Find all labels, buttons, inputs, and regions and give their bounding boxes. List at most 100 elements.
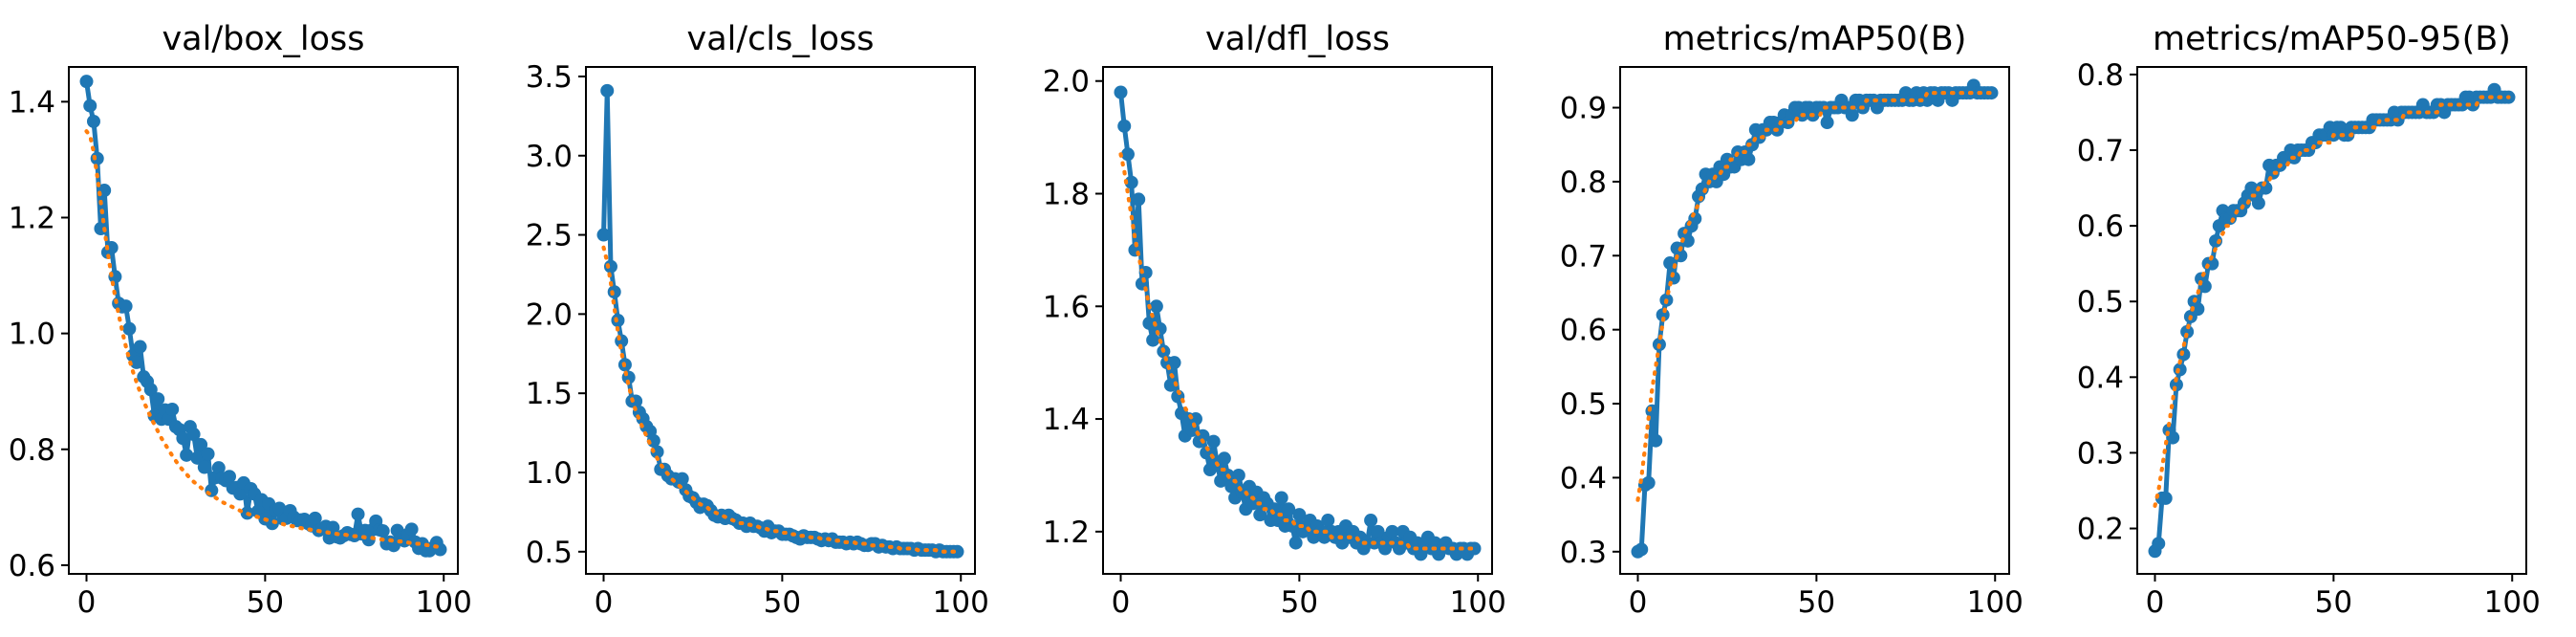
data-point (119, 299, 133, 314)
data-point (205, 483, 219, 497)
data-point (201, 447, 215, 461)
data-point (2173, 362, 2187, 377)
y-tick-label: 3.0 (526, 140, 573, 174)
data-point (2158, 491, 2173, 505)
y-tick-label: 0.5 (1560, 387, 1607, 422)
x-tick-label: 100 (1967, 585, 2024, 620)
plot-area (79, 75, 447, 558)
data-point (86, 114, 100, 128)
y-tick-label: 0.7 (2077, 134, 2124, 168)
y-tick-label: 0.4 (1560, 461, 1607, 495)
data-point (1167, 356, 1181, 370)
data-point (90, 151, 104, 165)
series-line-smooth-overlay (2153, 95, 2511, 508)
data-point (376, 524, 390, 538)
axes-frame (1102, 66, 1493, 575)
y-tick-label: 2.0 (526, 297, 573, 332)
x-tick-label: 50 (1281, 585, 1318, 620)
y-tick-label: 0.7 (1560, 239, 1607, 274)
data-point (2251, 196, 2265, 210)
data-point (596, 228, 611, 242)
data-point (1649, 433, 1663, 448)
data-point (1253, 508, 1267, 522)
data-point (1845, 108, 1859, 122)
data-point (1149, 299, 1163, 314)
x-tick-label: 0 (1629, 585, 1648, 620)
chart-title: val/box_loss (162, 20, 364, 58)
data-point (1288, 536, 1303, 550)
data-point (265, 516, 279, 531)
data-point (133, 340, 147, 354)
axes-frame (585, 66, 976, 575)
data-point (2166, 430, 2180, 445)
y-tick-label: 0.8 (1560, 165, 1607, 200)
data-point (1641, 475, 1656, 490)
series-line-results (1118, 92, 1475, 557)
data-point (1196, 428, 1210, 443)
data-point (1645, 404, 1659, 418)
data-point (180, 448, 194, 462)
data-point (600, 83, 615, 98)
data-point (190, 450, 205, 465)
chart-panel-3: val/dfl_loss 0 50 100 1.2 1.4 1.6 1.8 2.0 (1043, 20, 1506, 620)
y-tick-label: 0.8 (9, 433, 55, 468)
data-point (1124, 175, 1138, 189)
data-point (1117, 119, 1132, 133)
series-line-smooth (601, 245, 960, 554)
x-tick-label: 0 (77, 585, 97, 620)
x-tick-label: 100 (416, 585, 472, 620)
series-line-results (2153, 87, 2509, 553)
x-tick-label: 50 (247, 585, 284, 620)
series-line-smooth-overlay (84, 129, 443, 550)
y-tick-label: 1.2 (1043, 516, 1090, 550)
chart-title: val/cls_loss (687, 20, 875, 58)
x-tick-label: 100 (1450, 585, 1506, 620)
data-point (2209, 233, 2223, 248)
x-tick-label: 0 (1112, 585, 1131, 620)
data-point (1634, 542, 1649, 557)
data-point (1274, 491, 1288, 505)
x-tick-label: 0 (2146, 585, 2165, 620)
y-tick-label: 2.5 (526, 219, 573, 253)
y-tick-label: 0.6 (1560, 314, 1607, 348)
data-point (675, 472, 689, 486)
data-point (404, 522, 419, 537)
data-point (1245, 496, 1260, 511)
plot-area (1114, 85, 1482, 561)
data-point (1378, 541, 1393, 556)
series-line-results (1636, 82, 1992, 554)
x-tick-label: 100 (933, 585, 989, 620)
data-point (79, 75, 94, 89)
data-point (1820, 116, 1834, 130)
y-tick-label: 0.9 (1560, 92, 1607, 126)
data-point (1231, 468, 1245, 482)
data-point (1142, 316, 1157, 330)
chart-panel-5: metrics/mAP50-95(B) 0 50 100 0.2 0.3 0.4 0.5 0.6… (2077, 20, 2541, 620)
data-point (1371, 524, 1385, 538)
data-point (1217, 451, 1231, 466)
chart-title: metrics/mAP50(B) (1663, 20, 1967, 58)
y-tick-label: 0.6 (9, 549, 55, 583)
data-point (1364, 514, 1378, 528)
y-tick-label: 0.3 (1560, 536, 1607, 570)
y-tick-label: 1.6 (1043, 290, 1090, 324)
y-tick-label: 1.4 (9, 85, 55, 120)
data-point (1146, 333, 1160, 347)
data-point (1680, 233, 1695, 248)
data-point (1414, 547, 1428, 561)
data-point (129, 355, 143, 369)
series-line-smooth (1118, 152, 1477, 551)
data-point (1200, 446, 1214, 460)
y-tick-label: 1.0 (526, 456, 573, 491)
series-line-smooth-overlay (1118, 152, 1477, 551)
y-tick-label: 1.4 (1043, 403, 1090, 437)
x-tick-label: 50 (1798, 585, 1835, 620)
data-point (233, 487, 248, 501)
data-point (1163, 378, 1178, 392)
data-point (1292, 508, 1307, 522)
series-line-smooth-overlay (1635, 91, 1994, 502)
data-point (1984, 86, 1999, 100)
data-point (151, 392, 165, 406)
y-tick-label: 1.2 (9, 201, 55, 235)
